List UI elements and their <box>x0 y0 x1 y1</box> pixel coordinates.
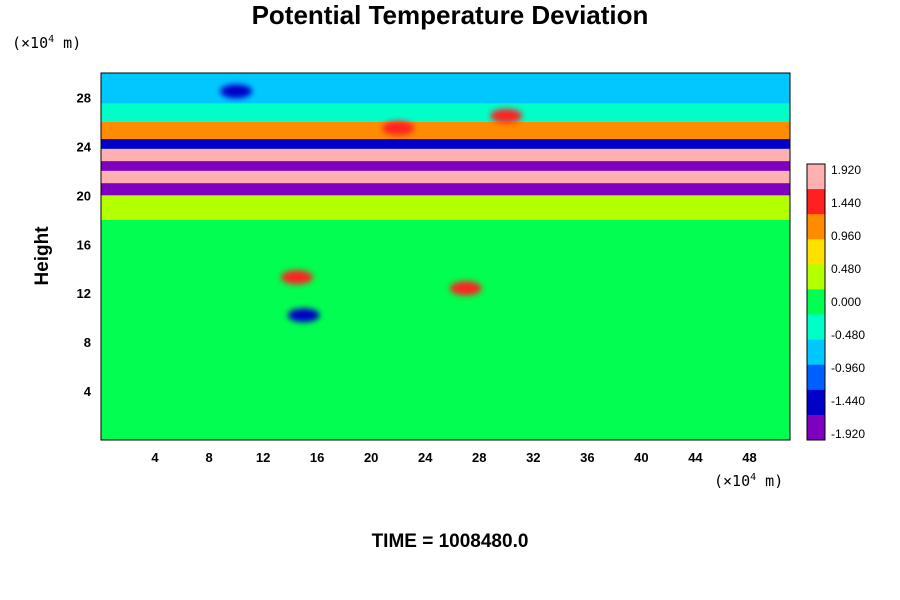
x-tick-label: 28 <box>472 450 486 465</box>
field-band-9 <box>101 73 790 104</box>
x-tick-label: 48 <box>742 450 756 465</box>
field-band-3 <box>101 170 790 184</box>
x-tick-label: 44 <box>688 450 703 465</box>
x-tick-label: 32 <box>526 450 540 465</box>
colorbar-segment <box>807 314 825 341</box>
x-tick-label: 8 <box>205 450 212 465</box>
colorbar-segment <box>807 364 825 391</box>
x-tick-label: 16 <box>310 450 324 465</box>
colorbar-frame <box>806 163 826 441</box>
feature-0 <box>280 270 313 285</box>
colorbar-label: 1.920 <box>831 163 861 177</box>
field-band-1 <box>101 195 790 220</box>
x-tick-label: 20 <box>364 450 378 465</box>
y-tick-label: 20 <box>77 188 91 203</box>
field-band-0 <box>101 219 790 440</box>
x-tick-label: 40 <box>634 450 648 465</box>
colorbar-segment <box>807 214 825 240</box>
colorbar-segment <box>807 414 825 441</box>
field-band-7 <box>101 121 790 140</box>
colorbar-segment <box>807 164 825 190</box>
feature-1 <box>287 308 320 323</box>
colorbar-segment <box>807 339 825 366</box>
colorbar-label: 0.960 <box>831 229 861 243</box>
colorbar-label: -0.960 <box>831 361 865 375</box>
y-tick-label: 12 <box>77 286 91 301</box>
x-tick-label: 24 <box>418 450 433 465</box>
x-tick-label: 4 <box>151 450 159 465</box>
y-tick-label: 8 <box>84 335 91 350</box>
field-band-8 <box>101 103 790 122</box>
x-unit-label: (×104 m) <box>714 472 784 490</box>
colorbar-label: -0.480 <box>831 328 865 342</box>
y-unit-label: (×104 m) <box>12 34 82 52</box>
colorbar-label: 0.000 <box>831 295 861 309</box>
colorbar-segment <box>807 189 825 215</box>
feature-3 <box>382 121 415 136</box>
field-band-5 <box>101 148 790 162</box>
field-layer <box>101 73 790 440</box>
feature-layer <box>220 84 523 323</box>
colorbar-segment <box>807 264 825 290</box>
colorbar-segment <box>807 389 825 416</box>
time-label: TIME = 1008480.0 <box>371 531 529 552</box>
y-tick-label: 24 <box>77 139 92 154</box>
x-tick-label: 12 <box>256 450 270 465</box>
y-tick-label: 16 <box>77 237 91 252</box>
colorbar-segment <box>807 239 825 265</box>
feature-5 <box>220 84 253 99</box>
y-tick-label: 4 <box>84 384 92 399</box>
x-tick-label: 36 <box>580 450 594 465</box>
colorbar-label: -1.920 <box>831 427 865 441</box>
colorbar-label: -1.440 <box>831 394 865 408</box>
field-band-2 <box>101 183 790 196</box>
y-tick-label: 28 <box>77 90 91 105</box>
plot-frame <box>100 72 791 441</box>
feature-4 <box>490 108 523 123</box>
chart-title: Potential Temperature Deviation <box>251 0 649 30</box>
colorbar-segment <box>807 289 825 316</box>
field-band-6 <box>101 139 790 149</box>
field-band-4 <box>101 161 790 171</box>
feature-2 <box>449 281 482 296</box>
colorbar-label: 0.480 <box>831 262 861 276</box>
colorbar-label: 1.440 <box>831 196 861 210</box>
